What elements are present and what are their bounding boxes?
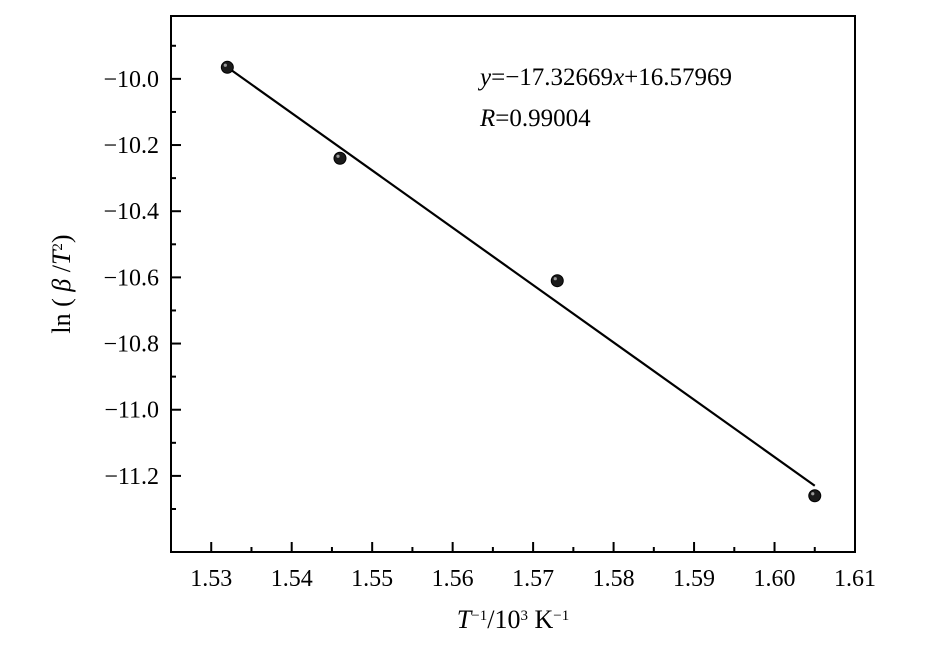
y-ticks: [171, 44, 181, 510]
y-tick-label: −10.6: [103, 265, 159, 291]
plot-frame: [170, 15, 856, 553]
data-point-highlight: [553, 277, 557, 281]
r-annotation: R=0.99004: [479, 105, 591, 132]
y-axis-title: ln ( β /T2): [47, 234, 76, 333]
x-axis-title: T−1/103 K−1: [457, 605, 569, 634]
x-tick-label: 1.59: [673, 566, 715, 592]
data-point: [220, 60, 234, 74]
y-tick-label: −10.4: [103, 199, 159, 225]
data-point-highlight: [336, 154, 340, 158]
x-tick-label: 1.61: [834, 566, 876, 592]
y-tick-label: −11.0: [104, 398, 159, 424]
x-tick-label: 1.53: [190, 566, 232, 592]
x-tick-label: 1.56: [432, 566, 474, 592]
y-tick-labels: −10.0 −10.2 −10.4 −10.6 −10.8 −11.0 −11.2: [103, 67, 159, 490]
y-tick-label: −10.0: [103, 67, 159, 93]
y-tick-label: −10.8: [103, 332, 159, 358]
x-tick-label: 1.57: [512, 566, 554, 592]
y-tick-label: −10.2: [103, 133, 159, 159]
x-tick-label: 1.54: [271, 566, 313, 592]
equation-annotation: y=−17.32669x+16.57969: [477, 64, 732, 91]
x-tick-labels: 1.53 1.54 1.55 1.56 1.57 1.58 1.59 1.60 1.61: [190, 566, 876, 592]
data-point: [550, 274, 564, 288]
data-point: [808, 489, 822, 503]
fit-line: [226, 66, 816, 487]
y-tick-label: −11.2: [104, 464, 159, 490]
data-point: [333, 151, 347, 165]
x-tick-label: 1.58: [593, 566, 635, 592]
x-ticks: [210, 542, 856, 552]
data-point-highlight: [811, 492, 815, 496]
data-point-highlight: [223, 63, 227, 67]
x-tick-label: 1.60: [754, 566, 796, 592]
x-tick-label: 1.55: [351, 566, 393, 592]
data-points: [220, 60, 822, 503]
